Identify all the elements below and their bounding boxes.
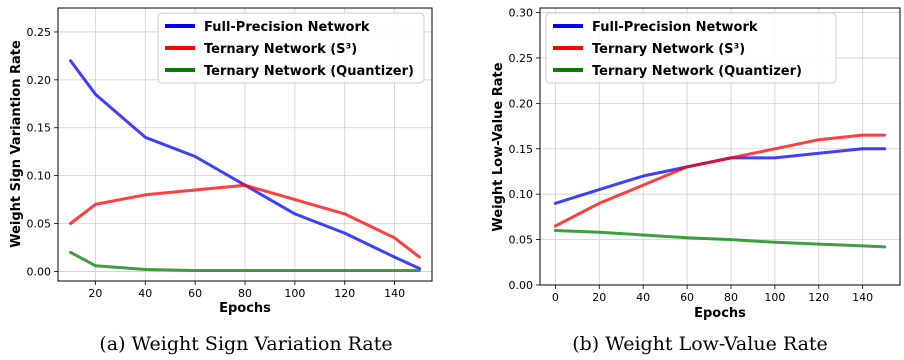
legend-a: Full-Precision Network Ternary Network (… <box>157 12 425 84</box>
legend-label-s3-b: Ternary Network (S³) <box>592 42 745 57</box>
x-tick-label-b: 60 <box>680 291 694 304</box>
x-tick-label-a: 60 <box>188 287 202 300</box>
x-tick-label-b: 120 <box>808 291 829 304</box>
series-line-b-1 <box>553 133 887 228</box>
x-tick-label-b: 40 <box>636 291 650 304</box>
y-axis-label-a: Weight Sign Variantion Rate <box>9 40 24 248</box>
y-tick-label-a: 0.15 <box>27 122 52 135</box>
y-axis-label-b: Weight Low-Value Rate <box>491 62 506 231</box>
y-tick-label-b: 0.10 <box>509 188 534 201</box>
x-tick-label-a: 80 <box>238 287 252 300</box>
y-tick-label-a: 0.00 <box>27 265 52 278</box>
series-line-a-1 <box>69 183 421 259</box>
y-tick-label-b: 0.30 <box>509 7 534 20</box>
caption-a: (a) Weight Sign Variation Rate <box>99 333 392 355</box>
panel-a: 20 40 60 80 100 120 140 0.00 0.05 0.10 0.15 0.20 0.2… <box>9 7 433 355</box>
lines-b <box>553 133 887 249</box>
x-tick-label-a: 140 <box>384 287 405 300</box>
legend-box-b <box>545 12 837 84</box>
panel-b: 0 20 40 60 80 100 120 140 0.00 0.05 0.10 0.15 0.20 0.… <box>491 7 901 355</box>
y-tick-label-b: 0.25 <box>509 52 534 65</box>
series-line-b-2 <box>553 229 887 249</box>
y-tick-label-b: 0.15 <box>509 143 534 156</box>
legend-label-s3-a: Ternary Network (S³) <box>204 42 357 57</box>
x-tick-label-a: 40 <box>138 287 152 300</box>
x-tick-label-b: 0 <box>552 291 559 304</box>
series-line-a-2 <box>69 250 421 272</box>
x-tick-label-b: 100 <box>764 291 785 304</box>
legend-label-q-a: Ternary Network (Quantizer) <box>204 64 414 79</box>
lines-a <box>69 59 421 272</box>
legend-label-q-b: Ternary Network (Quantizer) <box>592 64 802 79</box>
x-tick-label-a: 120 <box>334 287 355 300</box>
plot-frame-b <box>539 7 901 286</box>
x-axis-label-a: Epochs <box>219 301 271 316</box>
y-tick-label-a: 0.05 <box>27 218 52 231</box>
caption-b: (b) Weight Low-Value Rate <box>572 333 828 355</box>
ticks-b: 0 20 40 60 80 100 120 140 0.00 0.05 0.10 0.15 0.20 0.… <box>509 7 874 304</box>
y-tick-label-a: 0.10 <box>27 170 52 183</box>
x-tick-label-b: 20 <box>592 291 606 304</box>
x-tick-label-b: 80 <box>724 291 738 304</box>
legend-label-fp-b: Full-Precision Network <box>592 20 758 35</box>
y-tick-label-b: 0.20 <box>509 97 534 110</box>
y-tick-label-a: 0.20 <box>27 74 52 87</box>
legend-box-a <box>157 12 425 84</box>
legend-label-fp-a: Full-Precision Network <box>204 20 370 35</box>
x-tick-label-a: 20 <box>88 287 102 300</box>
legend-b: Full-Precision Network Ternary Network (… <box>545 12 837 84</box>
x-tick-label-a: 100 <box>284 287 305 300</box>
x-axis-label-b: Epochs <box>694 306 746 321</box>
x-tick-label-b: 140 <box>852 291 873 304</box>
ticks-a: 20 40 60 80 100 120 140 0.00 0.05 0.10 0.15 0.20 0.2… <box>27 26 406 300</box>
y-tick-label-a: 0.25 <box>27 26 52 39</box>
y-tick-label-b: 0.00 <box>509 279 534 292</box>
y-tick-label-b: 0.05 <box>509 234 534 247</box>
